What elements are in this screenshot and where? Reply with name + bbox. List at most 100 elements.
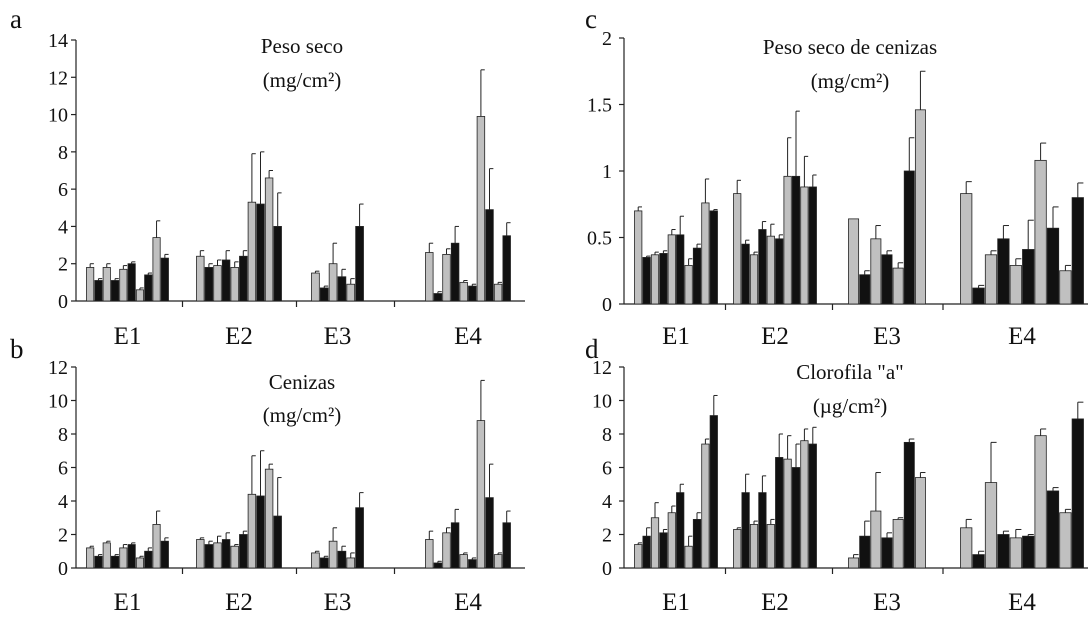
chart-title-line: Cenizas bbox=[269, 370, 335, 394]
chart-title-line: (mg/cm²) bbox=[263, 68, 342, 92]
y-tick-label: 0 bbox=[58, 558, 68, 580]
bar bbox=[119, 547, 128, 569]
x-tick-label: E3 bbox=[873, 589, 901, 613]
y-tick-label: 12 bbox=[48, 357, 68, 379]
x-tick-label: E1 bbox=[662, 589, 690, 613]
bar bbox=[766, 524, 775, 569]
chart-title-line: (mg/cm²) bbox=[263, 403, 342, 427]
bar bbox=[111, 555, 120, 569]
bar bbox=[709, 210, 718, 305]
x-tick-label: E3 bbox=[324, 323, 352, 350]
bar bbox=[319, 557, 329, 569]
y-tick-label: 8 bbox=[58, 424, 68, 446]
bar bbox=[256, 495, 265, 569]
y-tick-label: 2 bbox=[602, 525, 612, 547]
x-tick-label: E1 bbox=[114, 589, 142, 613]
bar bbox=[127, 544, 136, 569]
bar bbox=[442, 253, 451, 302]
chart-title-line: (µg/cm²) bbox=[813, 394, 887, 418]
y-tick-label: 0 bbox=[58, 291, 68, 313]
x-tick-label: E4 bbox=[454, 323, 482, 350]
bar bbox=[859, 274, 871, 305]
bar bbox=[476, 420, 486, 569]
y-tick-label: 12 bbox=[48, 67, 68, 89]
bar bbox=[791, 175, 801, 305]
bar bbox=[319, 287, 329, 302]
bar bbox=[94, 555, 103, 569]
bar bbox=[433, 293, 443, 302]
bar bbox=[650, 517, 660, 569]
x-tick-label: E1 bbox=[662, 323, 690, 350]
bar bbox=[676, 234, 685, 305]
x-tick-label: E1 bbox=[114, 323, 142, 350]
bar bbox=[221, 259, 231, 302]
bar bbox=[485, 209, 494, 302]
bar bbox=[337, 276, 347, 302]
x-tick-label: E2 bbox=[225, 589, 253, 613]
y-tick-label: 4 bbox=[58, 216, 68, 238]
bar bbox=[892, 519, 904, 569]
y-tick-label: 10 bbox=[48, 391, 68, 413]
bar bbox=[152, 237, 161, 302]
y-tick-label: 8 bbox=[602, 424, 612, 446]
bar bbox=[273, 515, 282, 569]
bar bbox=[119, 268, 128, 302]
bar bbox=[1059, 512, 1072, 569]
bar bbox=[749, 254, 759, 305]
bar bbox=[135, 289, 145, 302]
x-tick-label: E3 bbox=[324, 589, 352, 613]
bar bbox=[196, 539, 205, 569]
bar bbox=[468, 559, 477, 569]
y-tick-label: 2 bbox=[58, 254, 68, 276]
y-tick-label: 6 bbox=[602, 458, 612, 480]
bar bbox=[502, 235, 511, 302]
bar bbox=[903, 170, 915, 305]
bar bbox=[230, 267, 239, 302]
bar bbox=[800, 186, 809, 305]
bar bbox=[659, 532, 668, 569]
bar bbox=[1071, 418, 1084, 569]
bar bbox=[221, 539, 231, 569]
chart-title-line: Peso seco de cenizas bbox=[763, 35, 937, 59]
y-tick-label: 8 bbox=[58, 142, 68, 164]
bar bbox=[881, 537, 893, 569]
bar bbox=[848, 557, 860, 569]
y-tick-label: 14 bbox=[48, 30, 68, 52]
bar bbox=[903, 441, 915, 569]
bar bbox=[264, 468, 274, 569]
bar bbox=[337, 550, 347, 569]
bar bbox=[659, 253, 668, 305]
bar bbox=[152, 524, 161, 569]
x-tick-label: E2 bbox=[225, 323, 253, 350]
bar bbox=[791, 467, 801, 569]
bar bbox=[355, 507, 364, 569]
bar bbox=[239, 534, 248, 569]
bar bbox=[972, 554, 985, 569]
x-tick-label: E2 bbox=[761, 589, 789, 613]
y-tick-label: 6 bbox=[58, 179, 68, 201]
bar bbox=[733, 193, 742, 305]
bar bbox=[346, 283, 356, 302]
bar bbox=[239, 255, 248, 302]
y-tick-label: 4 bbox=[602, 491, 612, 513]
bar bbox=[459, 281, 468, 302]
bar bbox=[204, 544, 214, 569]
bar bbox=[1034, 435, 1047, 569]
y-tick-label: 10 bbox=[592, 391, 612, 413]
x-tick-label: E4 bbox=[454, 589, 482, 613]
panel-d: d Clorofila "a" (µg/cm²) 0 2 4 6 8 10 12 E1 E2 E3 E4 bbox=[585, 334, 1088, 616]
bar bbox=[476, 116, 486, 302]
bar bbox=[667, 234, 676, 305]
y-tick-label: 2 bbox=[58, 525, 68, 547]
bar bbox=[493, 554, 503, 569]
x-tick-label: E3 bbox=[873, 323, 901, 350]
bar bbox=[684, 545, 693, 569]
bar bbox=[1022, 249, 1035, 305]
x-tick-label: E2 bbox=[761, 323, 789, 350]
x-tick-label: E4 bbox=[1008, 589, 1036, 613]
chart-title-line: (mg/cm²) bbox=[811, 69, 890, 93]
panel-a: a Peso seco (mg/cm²) 0 2 4 6 8 10 12 14 E1 E2 E3 E4 bbox=[10, 4, 525, 350]
chart-title-line: Peso seco bbox=[261, 34, 343, 58]
y-tick-label: 2 bbox=[602, 28, 612, 50]
